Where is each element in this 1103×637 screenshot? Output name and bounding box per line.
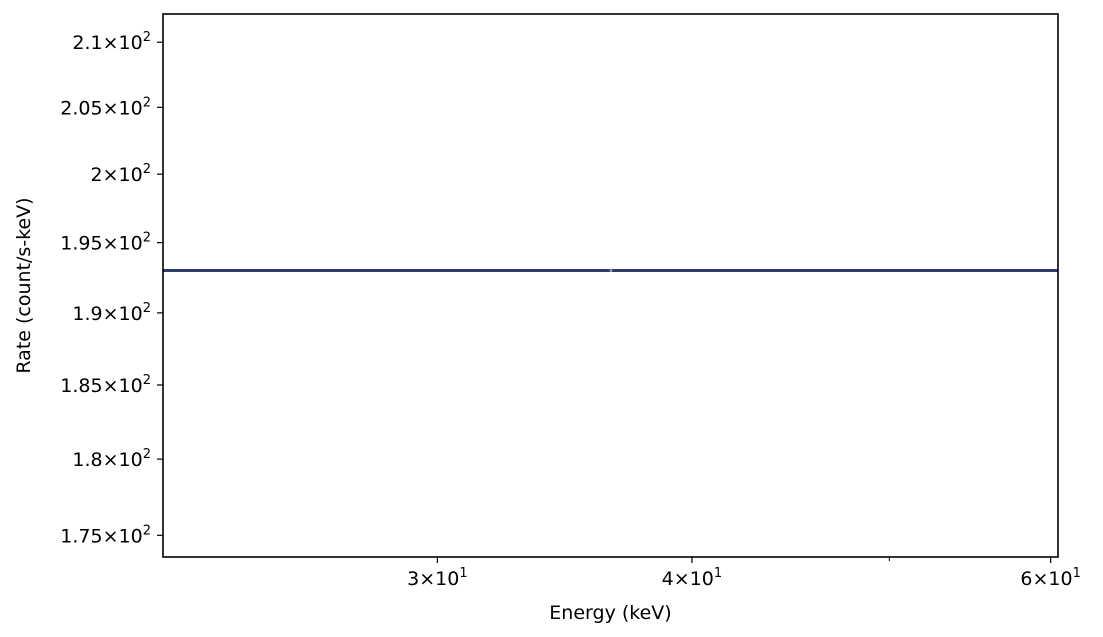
y-axis-label: Rate (count/s-keV)	[13, 197, 35, 373]
y-tick-label-5: 2×102	[91, 162, 151, 186]
x-tick-label-1: 4×101	[662, 566, 722, 590]
x-axis: 3×101 4×101 6×101	[407, 557, 1081, 590]
x-axis-label: Energy (keV)	[549, 602, 671, 624]
x-tick-label-2: 6×101	[1020, 566, 1080, 590]
y-axis: 1.75×102 1.8×102 1.85×102 1.9×102 1.95×102 2×…	[60, 30, 163, 547]
y-tick-label-4: 1.95×102	[60, 231, 151, 255]
plot-frame	[162, 13, 1059, 558]
y-tick-label-3: 1.9×102	[72, 301, 151, 325]
x-tick-label-0: 3×101	[407, 566, 467, 590]
y-tick-label-6: 2.05×102	[60, 95, 151, 119]
data-point-0	[609, 269, 613, 272]
y-tick-label-7: 2.1×102	[72, 30, 151, 54]
y-tick-label-2: 1.85×102	[60, 373, 151, 397]
y-tick-label-0: 1.75×102	[60, 523, 151, 547]
y-tick-label-1: 1.8×102	[72, 447, 151, 471]
plot-area	[163, 268, 1058, 272]
